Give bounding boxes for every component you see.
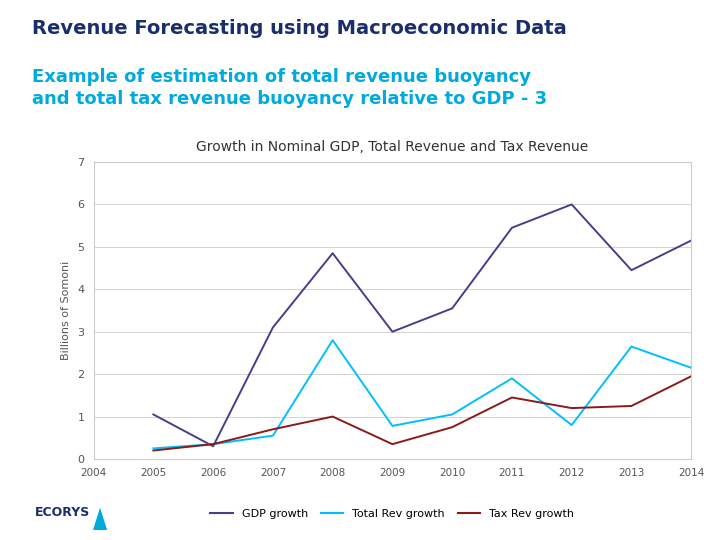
- Text: Revenue Forecasting using Macroeconomic Data: Revenue Forecasting using Macroeconomic …: [32, 19, 567, 38]
- Text: ECORYS: ECORYS: [35, 507, 90, 519]
- Y-axis label: Billions of Somoni: Billions of Somoni: [60, 261, 71, 360]
- Polygon shape: [93, 508, 107, 530]
- Title: Growth in Nominal GDP, Total Revenue and Tax Revenue: Growth in Nominal GDP, Total Revenue and…: [197, 140, 588, 154]
- Legend: GDP growth, Total Rev growth, Tax Rev growth: GDP growth, Total Rev growth, Tax Rev gr…: [210, 509, 575, 519]
- Text: Example of estimation of total revenue buoyancy
and total tax revenue buoyancy r: Example of estimation of total revenue b…: [32, 68, 547, 109]
